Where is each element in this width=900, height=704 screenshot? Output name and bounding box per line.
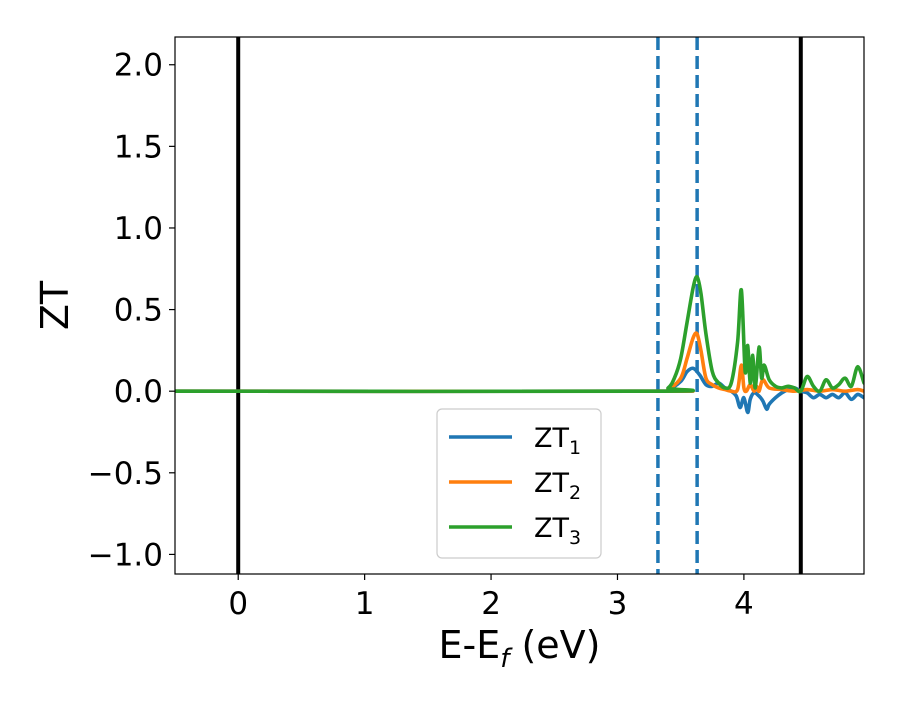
series-line-zt2 (175, 331, 864, 394)
y-tick-label: 1.0 (114, 211, 163, 247)
legend-label-subscript: 2 (569, 482, 581, 504)
y-tick-label: 1.5 (114, 129, 163, 165)
x-axis-title: E-Ef (eV) (439, 623, 601, 674)
legend-label-zt3: ZT3 (534, 513, 581, 549)
axes: 0 1 2 3 4 2.0 1.5 1.0 0.5 0.0 −0.5 −1.0 E-Ef (eV) ZT (33, 36, 865, 674)
legend-box (436, 408, 602, 559)
y-tick-label: 0.0 (114, 374, 163, 410)
x-axis-title-main: E-E (439, 623, 501, 667)
y-tick-label: −1.0 (88, 537, 163, 573)
axes-frame (174, 36, 865, 575)
y-tick-label: 2.0 (114, 48, 163, 84)
legend-label-main: ZT (534, 423, 569, 454)
legend-label-zt1: ZT1 (534, 423, 581, 459)
legend-label-subscript: 3 (569, 527, 581, 549)
x-tick-label: 4 (734, 586, 754, 622)
y-tick-label: 0.5 (114, 293, 163, 329)
x-axis-title-suffix: (eV) (509, 623, 600, 667)
series-line-zt3 (175, 274, 864, 394)
legend-label-subscript: 1 (569, 437, 581, 459)
y-tick-label: −0.5 (88, 456, 163, 492)
plot-content (175, 37, 864, 574)
legend-label-main: ZT (534, 468, 569, 499)
x-tick-label: 3 (608, 586, 628, 622)
legend-label-zt2: ZT2 (534, 468, 581, 504)
y-axis-title: ZT (33, 280, 77, 330)
x-tick-label: 2 (481, 586, 501, 622)
x-tick-label: 1 (355, 586, 375, 622)
legend-label-main: ZT (534, 513, 569, 544)
x-tick-label: 0 (228, 586, 248, 622)
